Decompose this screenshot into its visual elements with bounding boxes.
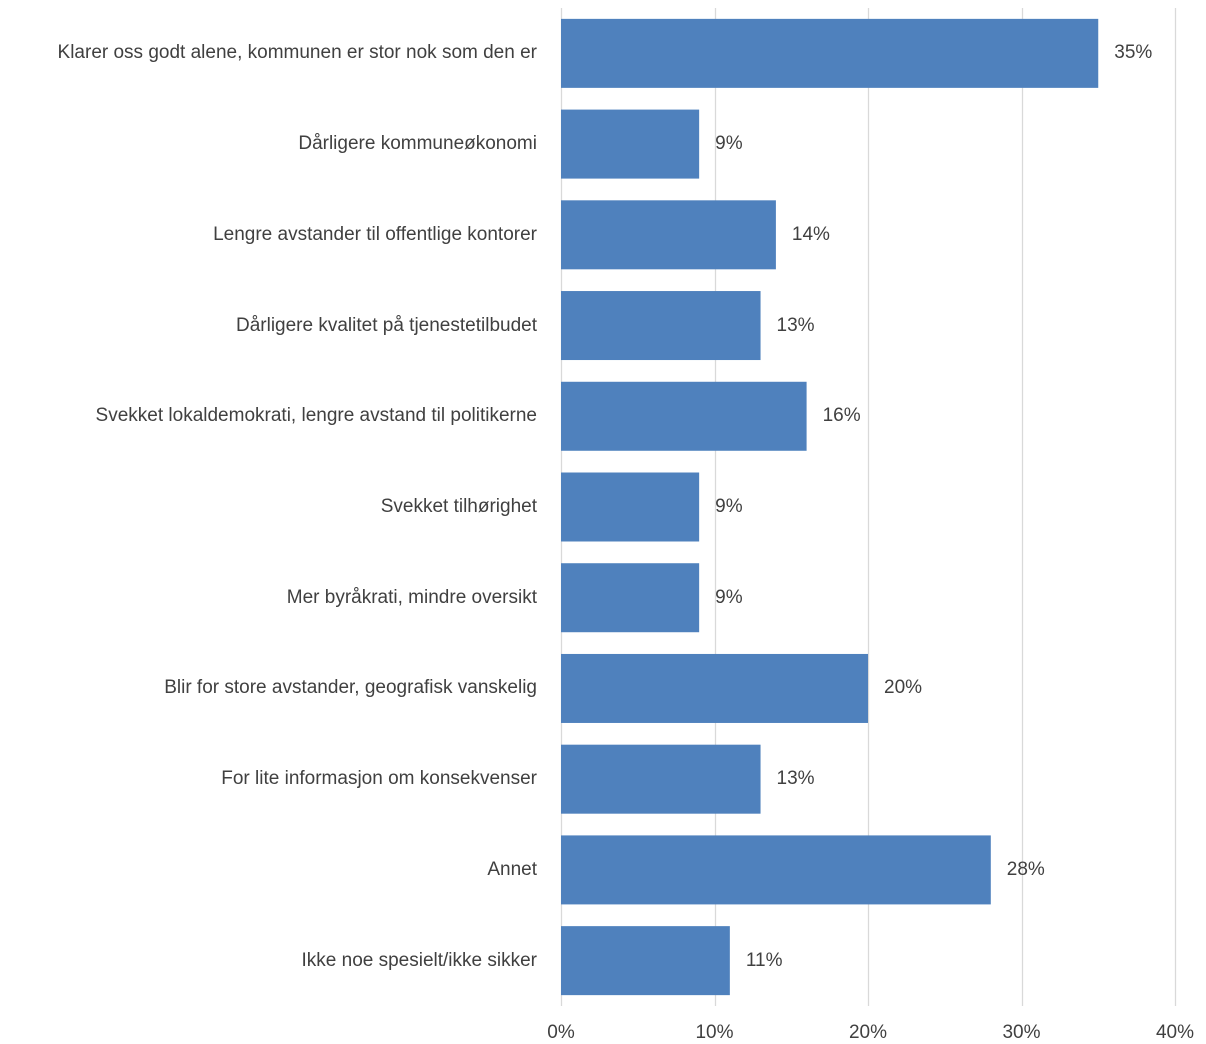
- category-label: Svekket lokaldemokrati, lengre avstand t…: [95, 405, 537, 427]
- data-label: 14%: [791, 223, 830, 245]
- category-label: Dårligere kommuneøkonomi: [298, 133, 537, 155]
- bar: [561, 18, 1099, 88]
- bar: [561, 744, 761, 814]
- x-tick-label: 40%: [1155, 1022, 1195, 1043]
- data-label: 35%: [1114, 42, 1153, 64]
- bar: [561, 200, 776, 270]
- x-tick-label: 0%: [547, 1022, 575, 1043]
- x-tick-label: 30%: [1002, 1022, 1041, 1043]
- data-label: 13%: [776, 314, 815, 336]
- category-label: For lite informasjon om konsekvenser: [221, 768, 537, 790]
- data-label: 16%: [822, 405, 861, 427]
- category-label: Klarer oss godt alene, kommunen er stor …: [57, 42, 537, 64]
- bar: [561, 109, 700, 179]
- data-label: 11%: [745, 949, 783, 971]
- bar: [561, 472, 700, 542]
- data-label: 28%: [1006, 858, 1045, 880]
- bar: [561, 835, 991, 905]
- x-tick-label: 20%: [848, 1022, 888, 1043]
- bar: [561, 926, 730, 996]
- category-label: Dårligere kvalitet på tjenestetilbudet: [235, 314, 537, 336]
- category-label: Svekket tilhørighet: [380, 496, 537, 517]
- bar: [561, 291, 761, 361]
- data-label: 9%: [715, 496, 743, 517]
- bar: [561, 381, 807, 451]
- data-label: 20%: [884, 677, 923, 699]
- category-label: Mer byråkrati, mindre oversikt: [286, 586, 537, 608]
- bar: [561, 653, 868, 723]
- category-label: Annet: [487, 858, 537, 880]
- data-label: 9%: [715, 586, 743, 608]
- bar: [561, 563, 700, 633]
- category-label: Blir for store avstander, geografisk van…: [164, 677, 537, 699]
- x-tick-label: 10%: [695, 1022, 734, 1043]
- data-label: 13%: [776, 768, 815, 790]
- category-label: Ikke noe spesielt/ikke sikker: [301, 949, 538, 971]
- data-label: 9%: [715, 133, 743, 155]
- category-label: Lengre avstander til offentlige kontorer: [213, 223, 537, 245]
